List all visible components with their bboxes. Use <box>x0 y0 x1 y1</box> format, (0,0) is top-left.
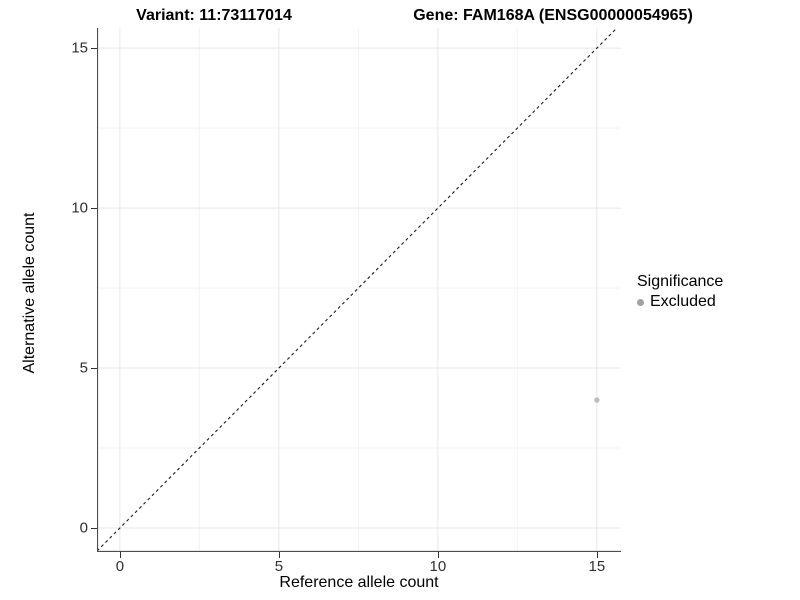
identity-line <box>97 28 618 552</box>
x-tick-mark <box>119 552 121 558</box>
variant-title: Variant: 11:73117014 <box>136 7 292 24</box>
gene-title: Gene: FAM168A (ENSG00000054965) <box>413 7 693 24</box>
x-tick-label: 10 <box>429 558 447 575</box>
y-tick-mark <box>91 208 97 210</box>
y-tick-mark <box>91 48 97 50</box>
y-tick-label: 15 <box>71 39 88 57</box>
x-tick-mark <box>278 552 280 558</box>
x-tick-mark <box>437 552 439 558</box>
y-tick-label: 5 <box>79 359 88 377</box>
legend-title: Significance <box>637 273 724 290</box>
y-tick-label: 0 <box>79 519 88 537</box>
x-tick-label: 0 <box>115 558 125 575</box>
x-tick-label: 15 <box>588 558 606 575</box>
plot-area <box>97 28 621 552</box>
legend-item-excluded: Excluded <box>637 293 723 311</box>
plot-panel <box>97 28 621 552</box>
x-tick-mark <box>596 552 598 558</box>
data-point <box>594 397 600 403</box>
y-axis-label: Alternative allele count <box>21 212 38 374</box>
y-tick-mark <box>91 368 97 370</box>
legend: Significance Excluded <box>637 273 723 311</box>
x-axis-label: Reference allele count <box>279 574 439 591</box>
y-tick-label: 10 <box>71 199 88 217</box>
x-tick-label: 5 <box>274 558 284 575</box>
legend-key-dot-icon <box>637 298 644 306</box>
legend-item-label: Excluded <box>650 293 716 310</box>
y-tick-mark <box>91 528 97 529</box>
